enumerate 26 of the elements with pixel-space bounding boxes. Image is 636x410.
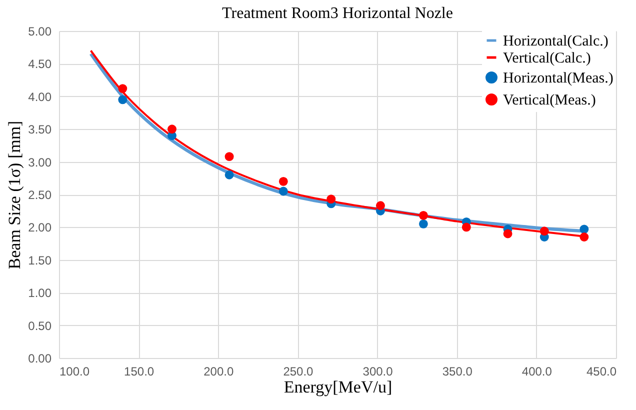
y-tick-label: 3.00 <box>28 155 52 170</box>
y-tick-label: 5.00 <box>28 24 52 38</box>
y-tick-label: 2.50 <box>28 188 52 202</box>
y-tick-label: 0.50 <box>28 318 52 333</box>
y-tick-label: 4.50 <box>28 57 52 72</box>
y-tick-label: 0.00 <box>28 352 52 366</box>
x-tick-label: 400.0 <box>522 364 552 378</box>
x-tick-label: 100.0 <box>60 364 90 378</box>
legend-label: Horizontal(Calc.) <box>503 34 608 50</box>
x-tick-label: 450.0 <box>586 364 617 378</box>
x-axis-title: Energy[MeV/u] <box>284 378 392 396</box>
y-tick-label: 1.50 <box>28 253 52 268</box>
y-axis-title: Beam Size (1σ) [mm] <box>5 120 24 270</box>
y-tick-label: 2.00 <box>28 220 52 235</box>
legend-label: Horizontal(Meas.) <box>503 70 614 86</box>
x-tick-label: 250.0 <box>283 364 314 378</box>
chart-title: Treatment Room3 Horizontal Nozle <box>222 5 453 22</box>
y-tick-label: 4.00 <box>28 90 52 104</box>
legend-label: Vertical(Calc.) <box>503 50 591 66</box>
y-tick-label: 3.50 <box>28 122 52 137</box>
y-tick-label: 1.00 <box>28 286 52 300</box>
x-tick-label: 150.0 <box>124 364 154 378</box>
x-tick-label: 300.0 <box>362 364 394 378</box>
x-tick-label: 200.0 <box>204 364 234 378</box>
legend-label: Vertical(Meas.) <box>503 92 596 108</box>
x-tick-label: 350.0 <box>442 364 473 378</box>
